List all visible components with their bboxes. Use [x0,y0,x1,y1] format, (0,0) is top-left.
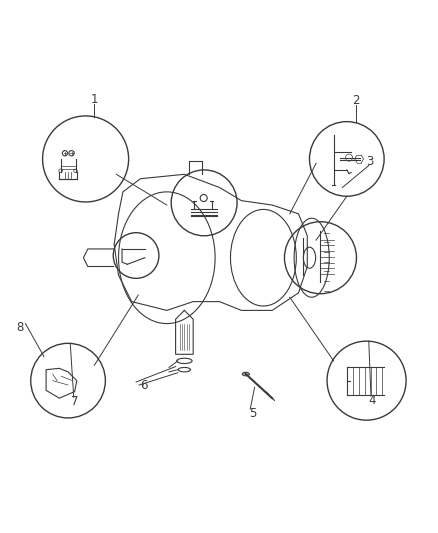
Text: 1: 1 [90,93,98,106]
Text: 2: 2 [351,94,359,107]
Text: 6: 6 [140,378,148,392]
Text: 5: 5 [248,407,255,420]
Text: 3: 3 [365,155,372,168]
Text: 8: 8 [16,320,23,334]
Text: 7: 7 [71,395,78,408]
Ellipse shape [242,372,249,376]
Text: 4: 4 [367,394,375,407]
